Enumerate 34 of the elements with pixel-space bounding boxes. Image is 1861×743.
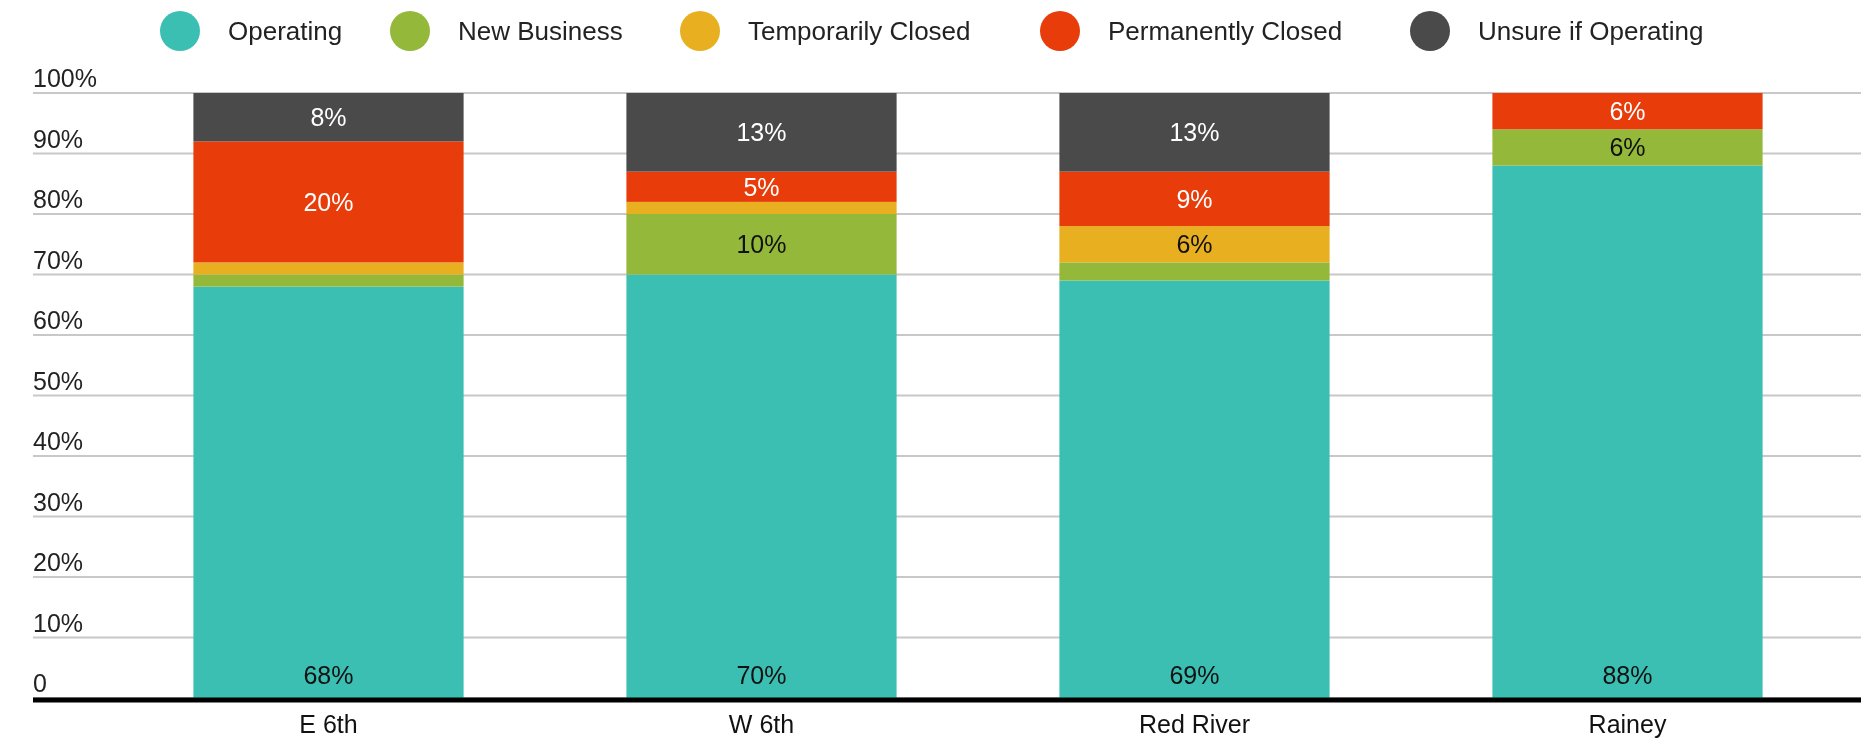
data-label: 6%	[1609, 133, 1646, 162]
data-label: 70%	[736, 661, 787, 689]
y-tick-label: 30%	[33, 487, 84, 516]
legend-label: Unsure if Operating	[1478, 16, 1704, 46]
y-tick-label: 80%	[33, 185, 84, 213]
data-label: 8%	[310, 103, 347, 132]
y-tick-label: 50%	[33, 366, 84, 395]
data-label: 13%	[736, 118, 787, 147]
legend-label: New Business	[458, 16, 623, 46]
data-label: 20%	[303, 187, 354, 216]
x-tick-label: W 6th	[728, 710, 795, 738]
data-label: 68%	[303, 661, 354, 689]
y-tick-label: 20%	[33, 548, 84, 576]
data-label: 13%	[1169, 118, 1220, 147]
y-tick-label: 100%	[33, 64, 97, 92]
y-tick-label: 70%	[33, 245, 84, 274]
legend-label: Operating	[228, 16, 343, 46]
x-tick-label: Rainey	[1588, 710, 1667, 738]
y-tick-label: 60%	[33, 306, 84, 334]
data-label: 10%	[736, 230, 787, 259]
y-tick-label: 90%	[33, 124, 84, 153]
x-tick-label: E 6th	[299, 710, 358, 738]
x-tick-label: Red River	[1138, 710, 1251, 738]
y-tick-label: 0	[33, 669, 47, 697]
data-label: 5%	[743, 172, 780, 201]
legend-label: Permanently Closed	[1108, 16, 1343, 46]
data-label: 6%	[1609, 97, 1646, 126]
data-label: 69%	[1169, 661, 1220, 689]
y-tick-label: 40%	[33, 427, 84, 455]
data-label: 9%	[1176, 184, 1213, 213]
legend-label: Temporarily Closed	[748, 16, 971, 46]
data-label: 88%	[1602, 661, 1653, 689]
data-label: 6%	[1176, 230, 1213, 259]
y-tick-label: 10%	[33, 608, 84, 637]
